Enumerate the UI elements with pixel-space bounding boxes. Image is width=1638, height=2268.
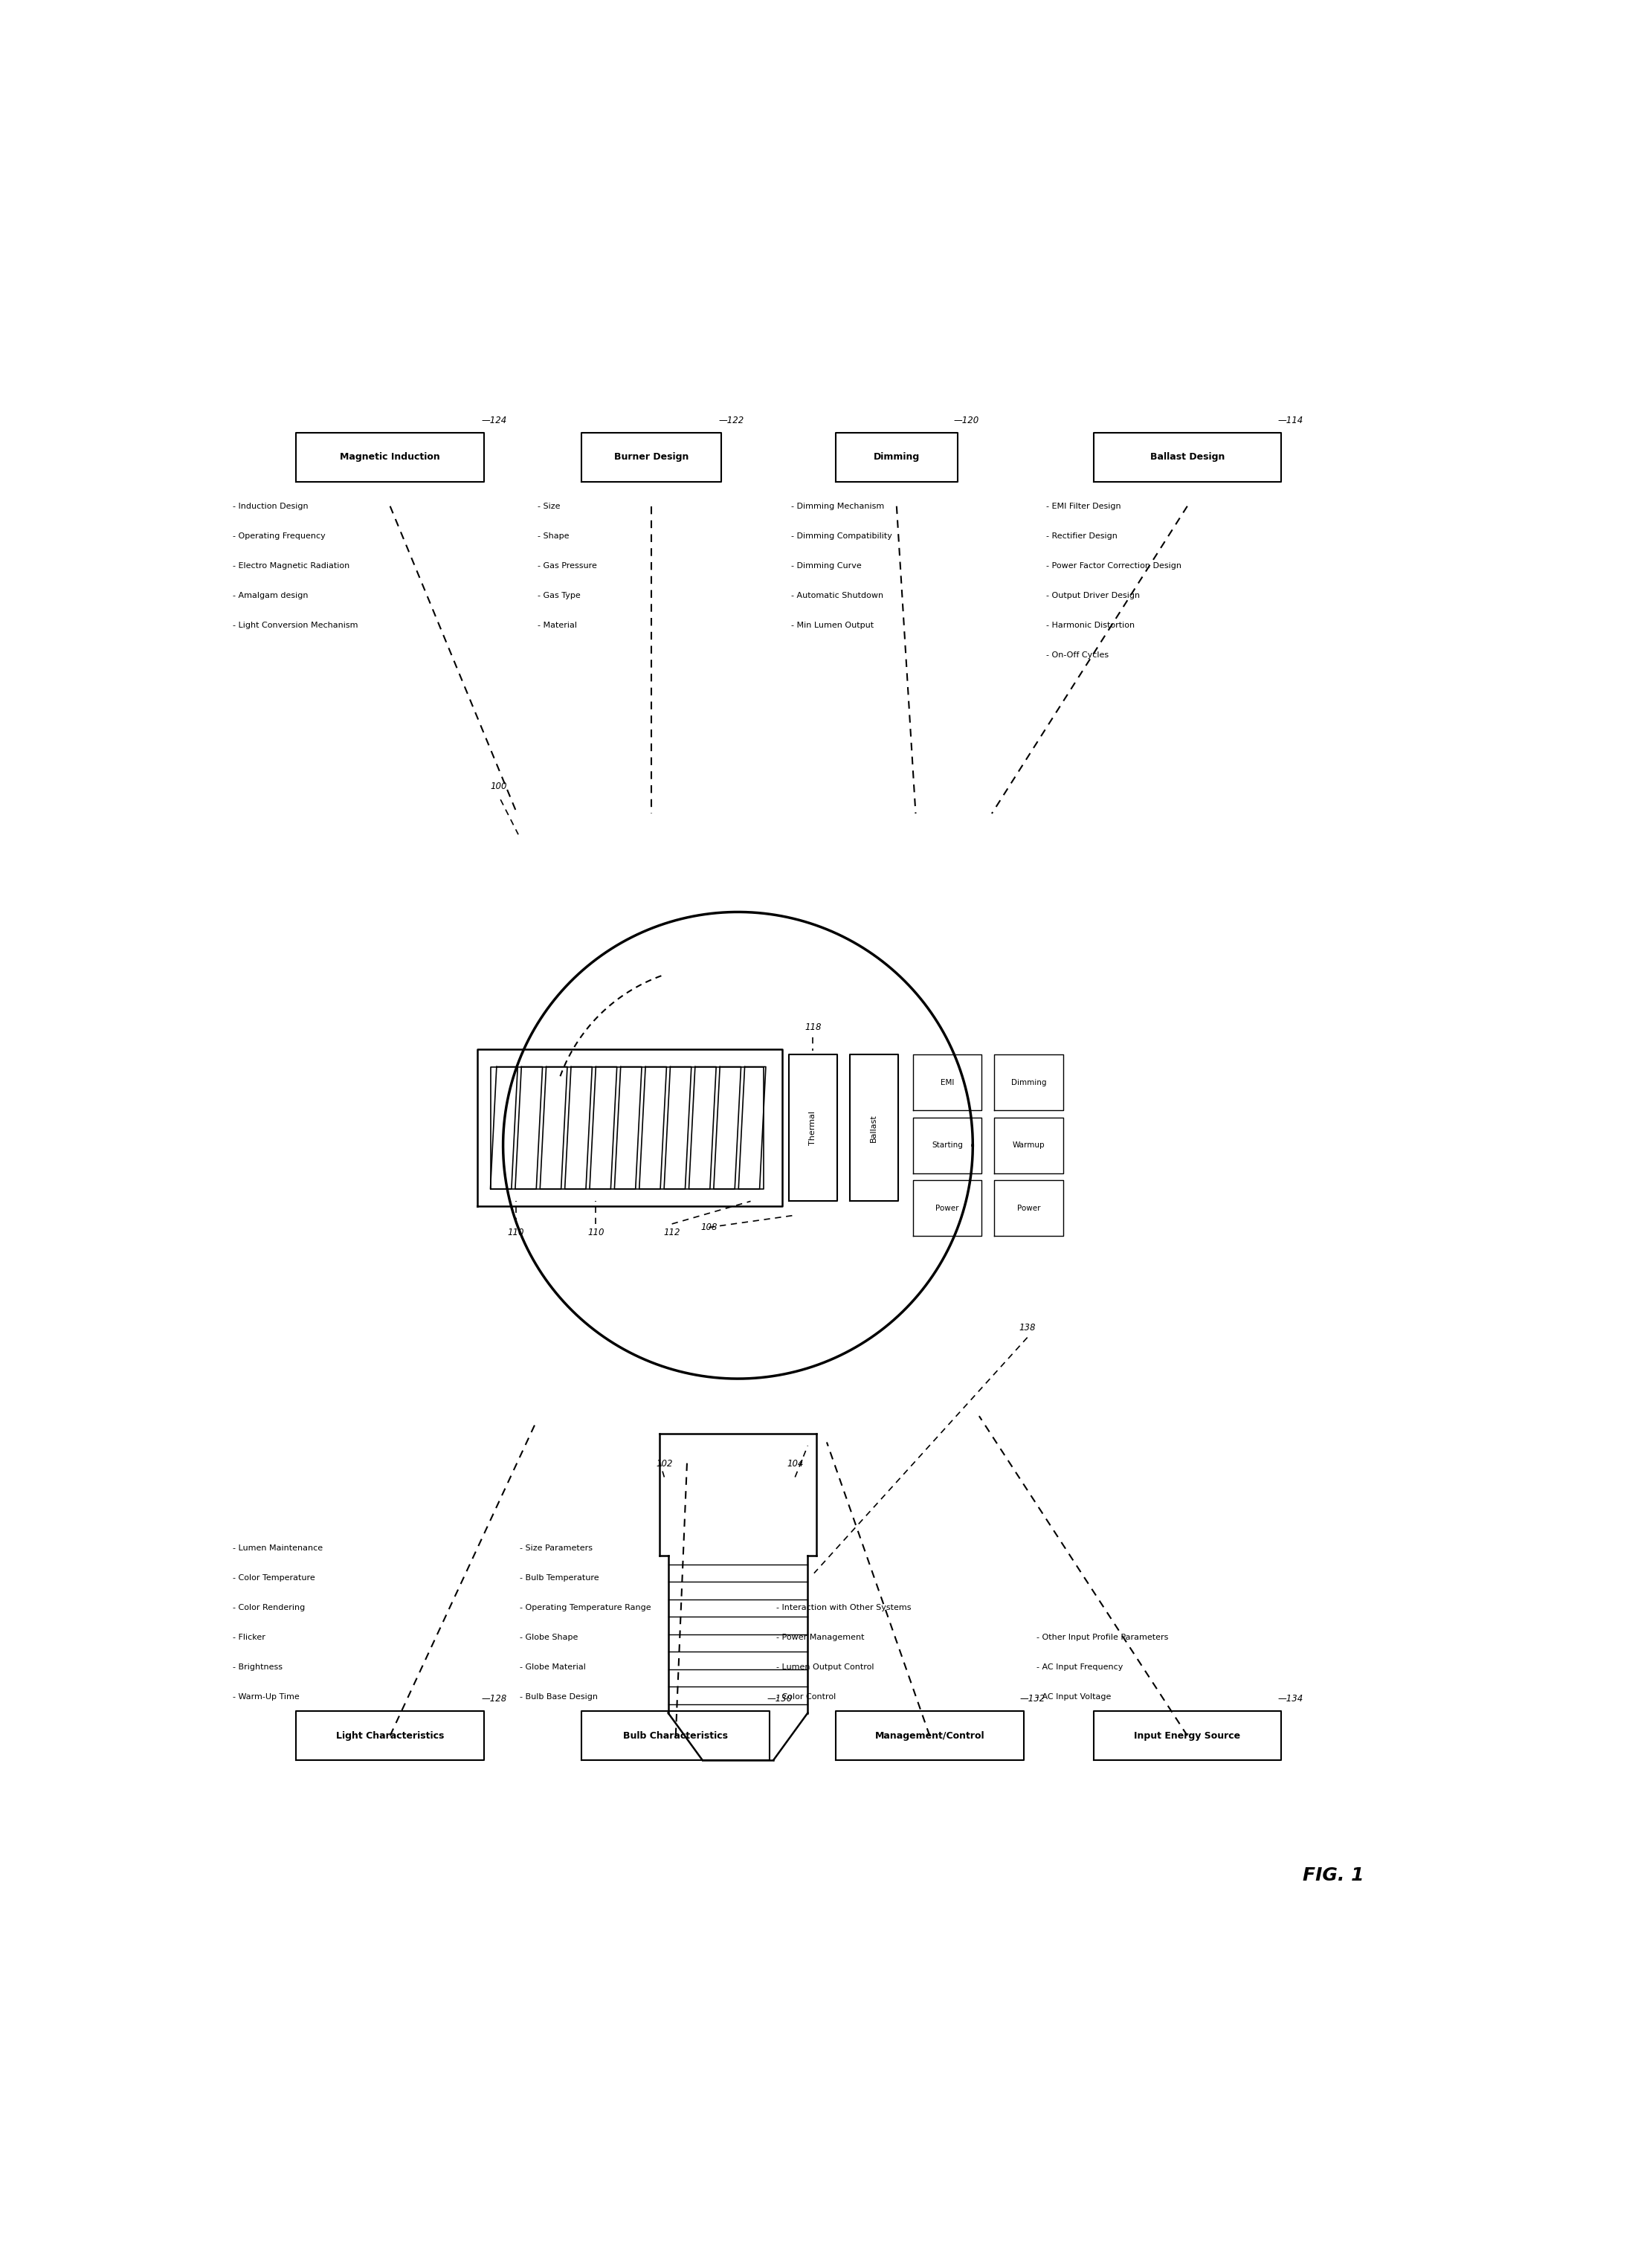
Text: - AC Input Voltage: - AC Input Voltage [1037,1694,1111,1701]
Text: Warmup: Warmup [1012,1141,1045,1150]
Text: 112: 112 [663,1227,680,1236]
Text: —120: —120 [953,415,980,426]
Text: - Output Driver Design: - Output Driver Design [1047,592,1140,599]
Text: - Material: - Material [537,621,577,628]
Text: 118: 118 [804,1023,821,1032]
Text: Thermal: Thermal [809,1111,816,1145]
Text: Management/Control: Management/Control [875,1730,984,1740]
Text: —134: —134 [1278,1694,1302,1703]
Text: 108: 108 [701,1222,717,1232]
Text: —122: —122 [719,415,744,426]
Text: - Shape: - Shape [537,533,568,540]
Text: Power: Power [935,1204,960,1211]
Text: - Warm-Up Time: - Warm-Up Time [233,1694,300,1701]
Text: - Size Parameters: - Size Parameters [519,1545,593,1551]
Text: - Color Control: - Color Control [776,1694,835,1701]
Text: Light Characteristics: Light Characteristics [336,1730,444,1740]
Text: - Power Management: - Power Management [776,1633,865,1642]
Text: - EMI Filter Design: - EMI Filter Design [1047,503,1122,510]
Text: - Flicker: - Flicker [233,1633,265,1642]
Text: Ballast Design: Ballast Design [1150,451,1225,463]
Text: 110: 110 [508,1227,524,1236]
Text: - Color Rendering: - Color Rendering [233,1603,305,1613]
Text: - Lumen Maintenance: - Lumen Maintenance [233,1545,323,1551]
Text: Power: Power [1017,1204,1040,1211]
Text: - Induction Design: - Induction Design [233,503,308,510]
Text: - Size: - Size [537,503,560,510]
Text: - Dimming Curve: - Dimming Curve [791,562,862,569]
Text: Dimming: Dimming [873,451,921,463]
Text: Starting: Starting [932,1141,963,1150]
Text: —130: —130 [767,1694,793,1703]
Text: —132: —132 [1020,1694,1045,1703]
Text: - Other Input Profile Parameters: - Other Input Profile Parameters [1037,1633,1168,1642]
Text: Burner Design: Burner Design [614,451,690,463]
Text: - Gas Type: - Gas Type [537,592,580,599]
Text: - Power Factor Correction Design: - Power Factor Correction Design [1047,562,1181,569]
Text: - Brightness: - Brightness [233,1662,282,1672]
Text: - Bulb Temperature: - Bulb Temperature [519,1574,600,1583]
Text: - Gas Pressure: - Gas Pressure [537,562,596,569]
Text: FIG. 1: FIG. 1 [1302,1867,1364,1885]
Text: 110: 110 [588,1227,604,1236]
Text: - Harmonic Distortion: - Harmonic Distortion [1047,621,1135,628]
Text: 102: 102 [655,1458,673,1467]
Text: Magnetic Induction: Magnetic Induction [341,451,441,463]
Text: —128: —128 [482,1694,506,1703]
Text: EMI: EMI [940,1080,955,1086]
Text: 100: 100 [490,780,508,792]
Text: - Globe Material: - Globe Material [519,1662,586,1672]
Text: —124: —124 [482,415,506,426]
Text: 138: 138 [1019,1322,1035,1331]
Text: - Lumen Output Control: - Lumen Output Control [776,1662,873,1672]
Text: —114: —114 [1278,415,1302,426]
Text: Input Energy Source: Input Energy Source [1133,1730,1240,1740]
Text: - Operating Temperature Range: - Operating Temperature Range [519,1603,650,1613]
Text: - Amalgam design: - Amalgam design [233,592,308,599]
Text: Dimming: Dimming [1011,1080,1047,1086]
Text: - Globe Shape: - Globe Shape [519,1633,578,1642]
Text: Ballast: Ballast [870,1114,878,1141]
Text: - Operating Frequency: - Operating Frequency [233,533,326,540]
Text: 104: 104 [786,1458,803,1467]
Text: - Bulb Base Design: - Bulb Base Design [519,1694,598,1701]
Text: - Dimming Compatibility: - Dimming Compatibility [791,533,893,540]
Text: - Electro Magnetic Radiation: - Electro Magnetic Radiation [233,562,349,569]
Text: - Min Lumen Output: - Min Lumen Output [791,621,873,628]
Text: - AC Input Frequency: - AC Input Frequency [1037,1662,1122,1672]
Text: - Dimming Mechanism: - Dimming Mechanism [791,503,885,510]
Text: - Light Conversion Mechanism: - Light Conversion Mechanism [233,621,359,628]
Text: Bulb Characteristics: Bulb Characteristics [624,1730,729,1740]
Text: - Color Temperature: - Color Temperature [233,1574,314,1583]
Text: - On-Off Cycles: - On-Off Cycles [1047,651,1109,658]
Text: - Rectifier Design: - Rectifier Design [1047,533,1117,540]
Text: - Interaction with Other Systems: - Interaction with Other Systems [776,1603,911,1613]
Text: - Automatic Shutdown: - Automatic Shutdown [791,592,883,599]
